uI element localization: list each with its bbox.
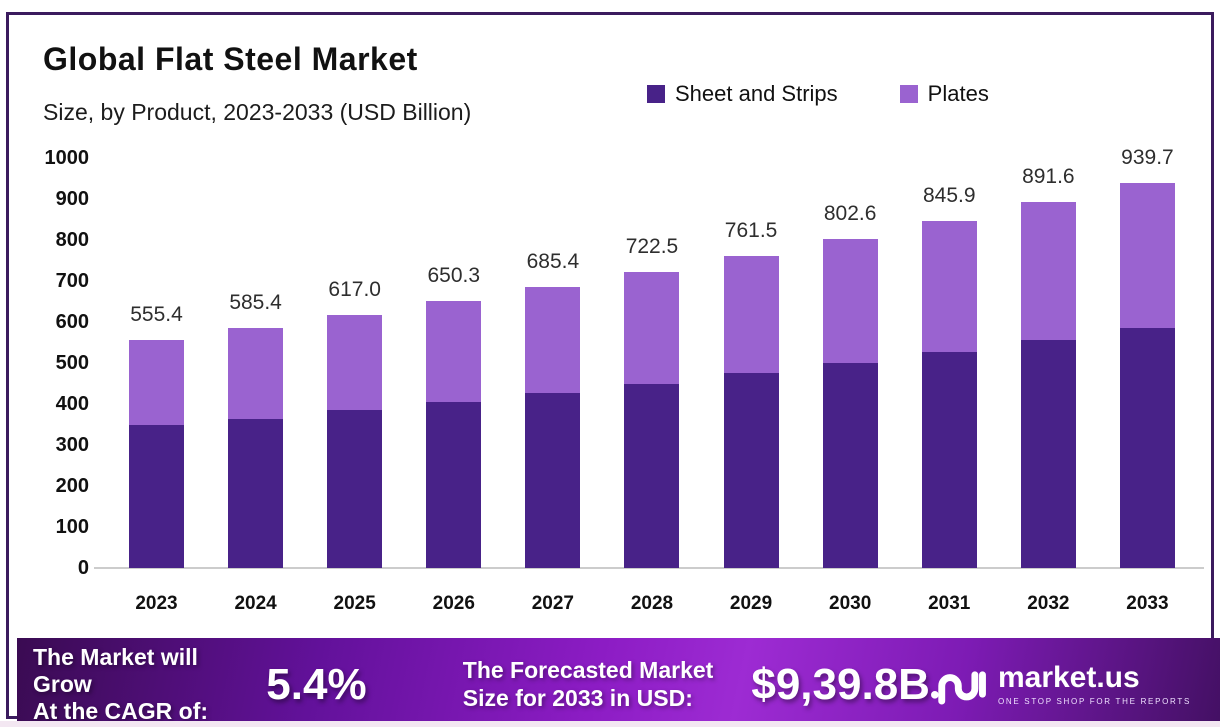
forecast-caption-line1: The Forecasted Market: [462, 657, 714, 684]
bar-total-label: 650.3: [427, 264, 481, 288]
segment-plates: [228, 328, 284, 420]
segment-sheet-and-strips: [1020, 340, 1076, 568]
x-axis-labels: 2023 2024 2025 2026 2027 2028 2029 2030 2031 2032…: [129, 593, 1175, 615]
segment-sheet-and-strips: [129, 425, 184, 568]
segment-plates: [426, 301, 482, 402]
segment-plates: [822, 238, 878, 363]
bottom-strip: [0, 721, 1220, 727]
page-title: Global Flat Steel Market: [43, 41, 418, 77]
footer-banner: The Market will Grow At the CAGR of: 5.4…: [17, 638, 1220, 727]
brand-name: market.us: [997, 661, 1140, 694]
x-tick-label: 2024: [234, 593, 277, 614]
bar-total-label: 617.0: [328, 278, 381, 302]
bar-2030: 802.6: [822, 201, 878, 568]
legend-item-plates: Plates: [899, 81, 989, 107]
x-tick-label: 2029: [729, 593, 773, 614]
bar-2031: 845.9: [921, 184, 977, 568]
cagr-caption-line1: The Market will Grow: [33, 643, 198, 697]
y-tick-label: 700: [55, 270, 89, 292]
segment-plates: [327, 315, 383, 411]
legend-swatch-light: [899, 85, 918, 103]
bar-total-label: 722.5: [625, 234, 679, 258]
segment-plates: [1020, 202, 1076, 341]
x-tick-label: 2027: [531, 593, 575, 614]
x-tick-label: 2031: [928, 593, 971, 614]
y-tick-label: 500: [55, 352, 89, 374]
x-axis-baseline: [94, 567, 1204, 569]
x-tick-label: 2026: [432, 593, 475, 614]
x-tick-label: 2025: [333, 593, 376, 614]
y-tick-label: 200: [55, 475, 89, 497]
bar-total-label: 802.6: [823, 201, 877, 225]
x-tick-label: 2023: [135, 593, 178, 614]
segment-sheet-and-strips: [525, 392, 581, 568]
x-tick-label: 2028: [630, 593, 674, 614]
chart-frame: Global Flat Steel Market Size, by Produc…: [6, 12, 1220, 727]
bar-2033: 939.7: [1119, 145, 1175, 568]
segment-sheet-and-strips: [822, 362, 878, 568]
segment-plates: [921, 221, 977, 352]
bar-2027: 685.4: [525, 250, 581, 568]
x-tick-label: 2032: [1027, 593, 1070, 614]
y-tick-label: 300: [55, 434, 89, 456]
y-tick-label: 600: [55, 311, 89, 333]
legend-swatch-dark: [647, 85, 665, 103]
forecast-value: $9,39.8B: [751, 659, 930, 709]
segment-plates: [525, 287, 581, 393]
bar-2028: 722.5: [624, 234, 680, 568]
segment-sheet-and-strips: [624, 383, 680, 568]
bar-2029: 761.5: [723, 218, 779, 568]
bar-total-label: 845.9: [922, 184, 976, 208]
y-tick-label: 800: [55, 229, 89, 251]
legend-label: Sheet and Strips: [675, 81, 838, 106]
bar-total-label: 891.6: [1022, 165, 1075, 189]
y-tick-label: 400: [55, 393, 89, 415]
y-tick-label: 100: [55, 516, 89, 538]
bar-2025: 617.0: [327, 278, 383, 568]
marketus-logo-icon: [930, 671, 986, 705]
segment-plates: [723, 255, 779, 374]
bar-total-label: 555.4: [130, 303, 183, 327]
bar-2032: 891.6: [1020, 165, 1076, 568]
bars: 555.4 585.4 617.0 650.3 685.4 722.5 761.5 802.6…: [129, 146, 1175, 568]
y-tick-label: 0: [77, 557, 89, 579]
segment-plates: [129, 340, 184, 426]
bar-2023: 555.4: [129, 303, 184, 568]
bar-total-label: 685.4: [526, 250, 580, 273]
brand-text: market.us ONE STOP SHOP FOR THE REPORTS: [997, 661, 1191, 707]
legend-label: Plates: [927, 81, 989, 106]
cagr-value: 5.4%: [266, 659, 367, 709]
segment-sheet-and-strips: [1119, 328, 1175, 568]
segment-plates: [1119, 182, 1175, 329]
cagr-caption-line2: At the CAGR of:: [33, 698, 209, 725]
x-tick-label: 2033: [1126, 593, 1169, 614]
segment-sheet-and-strips: [228, 419, 284, 568]
page-subtitle: Size, by Product, 2023-2033 (USD Billion…: [43, 99, 472, 125]
y-tick-label: 1000: [44, 147, 90, 169]
segment-sheet-and-strips: [327, 410, 383, 568]
brand-tagline: ONE STOP SHOP FOR THE REPORTS: [997, 697, 1191, 706]
bar-2026: 650.3: [426, 264, 482, 568]
segment-sheet-and-strips: [723, 373, 779, 568]
bar-2024: 585.4: [228, 291, 284, 568]
forecast-caption: The Forecasted Market Size for 2033 in U…: [463, 657, 734, 711]
bar-total-label: 939.7: [1121, 145, 1174, 169]
segment-sheet-and-strips: [426, 401, 482, 568]
segment-plates: [624, 271, 680, 384]
forecast-caption-line2: Size for 2033 in USD:: [462, 684, 693, 711]
segment-sheet-and-strips: [921, 351, 977, 568]
y-axis: 0 100 200 300 400 500 600 700 800 900 1000: [27, 15, 90, 615]
legend-item-sheet-and-strips: Sheet and Strips: [647, 81, 838, 107]
legend: Sheet and Strips Plates: [647, 81, 989, 107]
y-tick-label: 900: [55, 188, 89, 210]
bar-total-label: 761.5: [724, 218, 778, 242]
brand-logo: market.us ONE STOP SHOP FOR THE REPORTS: [930, 662, 1191, 707]
cagr-caption: The Market will Grow At the CAGR of:: [33, 644, 260, 725]
bar-total-label: 585.4: [229, 291, 282, 314]
x-tick-label: 2030: [829, 593, 872, 614]
